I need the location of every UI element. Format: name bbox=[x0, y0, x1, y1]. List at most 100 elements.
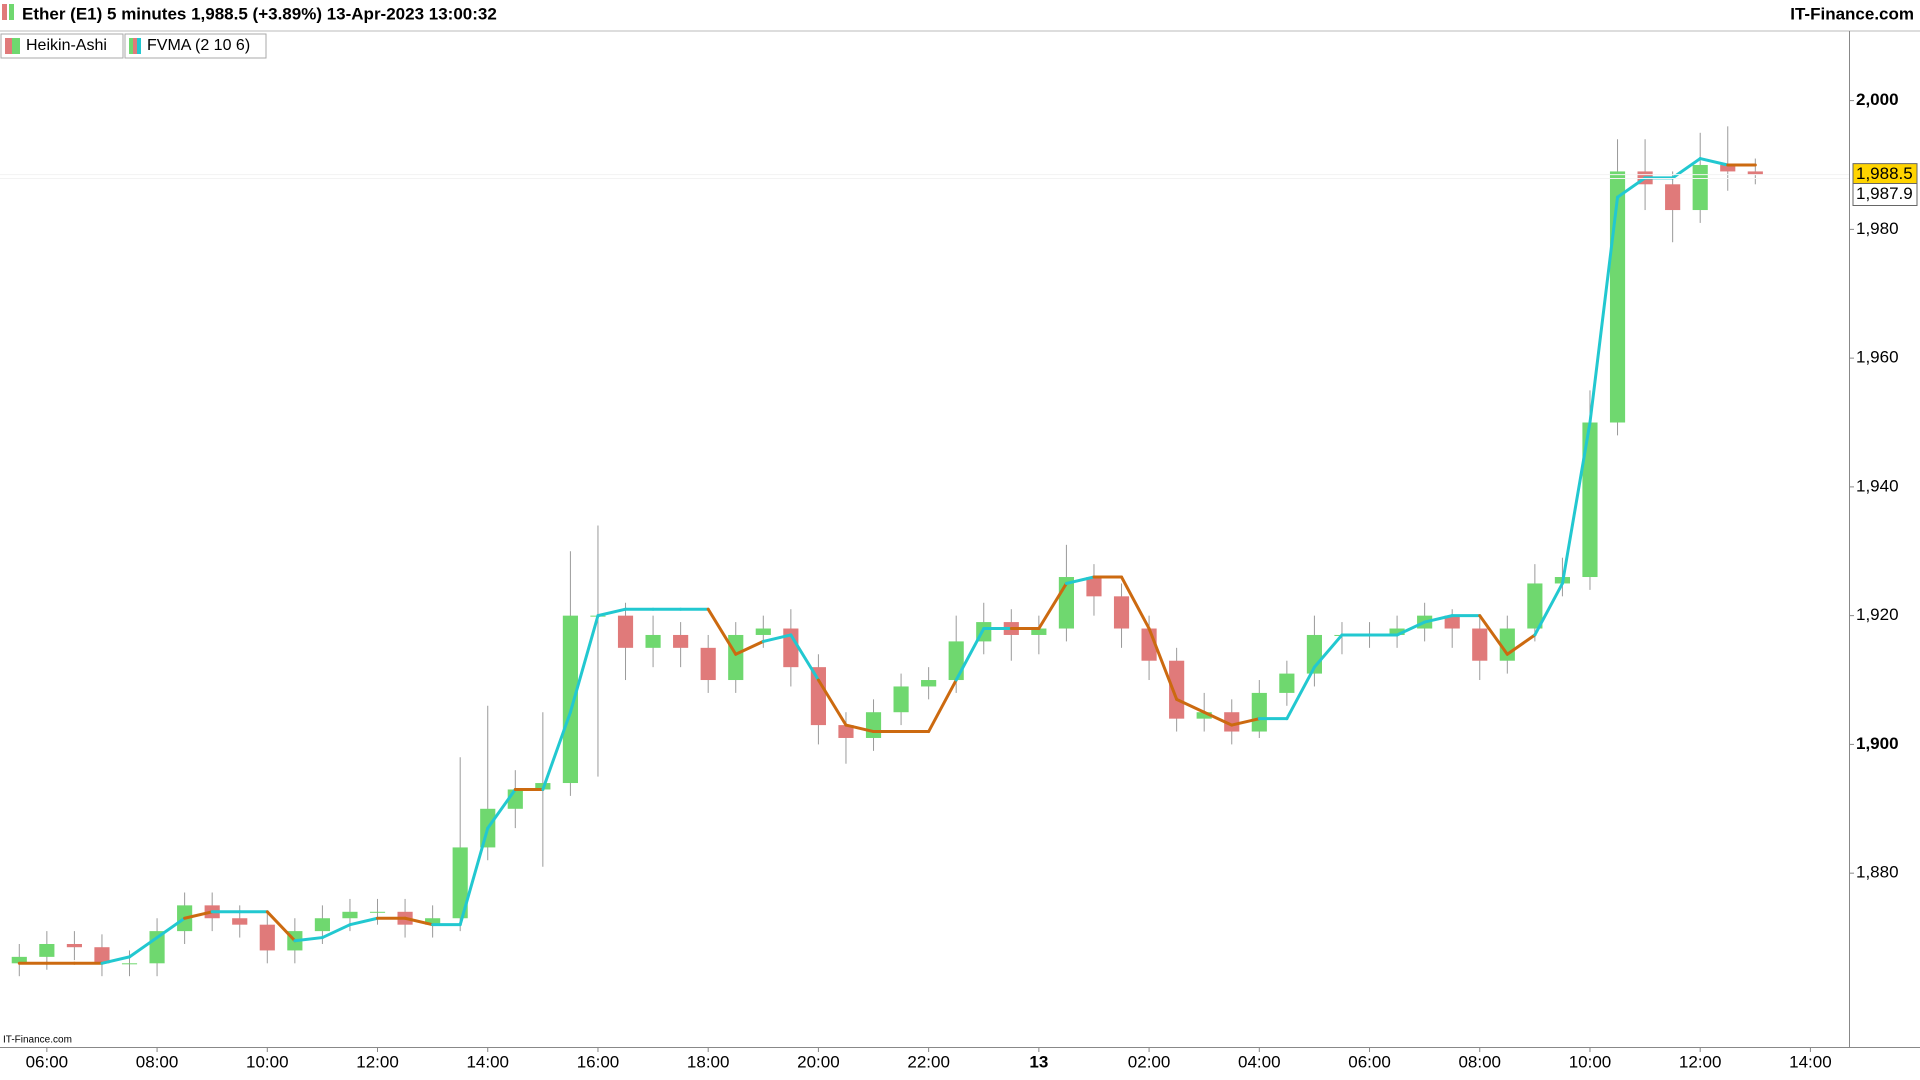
fvma-line bbox=[1533, 581, 1564, 637]
candle-body bbox=[810, 667, 826, 726]
legend-box[interactable] bbox=[124, 33, 267, 59]
fvma-line bbox=[789, 633, 820, 682]
candle-body bbox=[673, 634, 689, 648]
candle-body bbox=[1747, 171, 1763, 175]
legend-label[interactable]: Heikin-Ashi bbox=[26, 37, 107, 54]
y-tick-label: 2,000 bbox=[1856, 90, 1899, 109]
header-icon bbox=[9, 4, 14, 20]
candle-body bbox=[425, 918, 441, 925]
x-tick-label: 14:00 bbox=[1789, 1052, 1832, 1071]
candle-body bbox=[94, 947, 110, 964]
x-tick-label: 13 bbox=[1029, 1052, 1048, 1071]
x-tick-label: 16:00 bbox=[577, 1052, 620, 1071]
legend-icon bbox=[12, 38, 20, 54]
candle-body bbox=[232, 918, 248, 925]
x-tick-label: 10:00 bbox=[1569, 1052, 1612, 1071]
x-tick-label: 14:00 bbox=[466, 1052, 509, 1071]
fvma-line bbox=[100, 955, 132, 965]
fvma-line bbox=[320, 923, 352, 940]
fvma-line bbox=[816, 678, 848, 727]
fvma-line bbox=[1175, 697, 1206, 714]
header-icon bbox=[2, 4, 7, 20]
fvma-line bbox=[1037, 581, 1068, 631]
legend-icon bbox=[5, 38, 13, 54]
x-tick-label: 12:00 bbox=[1679, 1052, 1722, 1071]
fvma-line bbox=[1064, 575, 1096, 585]
legend-icon bbox=[137, 38, 141, 54]
source: IT-Finance.com bbox=[1790, 4, 1914, 23]
candle-body bbox=[700, 647, 716, 681]
fvma-line bbox=[348, 916, 380, 927]
candle-body bbox=[452, 847, 468, 919]
price-label: 1,988.5 bbox=[1856, 164, 1913, 183]
candle-body bbox=[948, 641, 964, 681]
fvma-line bbox=[1698, 157, 1730, 167]
y-tick-label: 1,940 bbox=[1856, 476, 1899, 495]
candle-body bbox=[1196, 712, 1212, 719]
price-label-box bbox=[1852, 183, 1918, 207]
legend-icon bbox=[129, 38, 133, 54]
fvma-line bbox=[293, 936, 324, 943]
candle-body bbox=[342, 911, 358, 919]
candle-body bbox=[66, 943, 82, 948]
fvma-line bbox=[927, 678, 958, 734]
fvma-line bbox=[1395, 620, 1427, 637]
fvma-line bbox=[486, 787, 517, 830]
fvma-line bbox=[1505, 633, 1537, 656]
candle-body bbox=[921, 680, 937, 687]
x-tick-label: 08:00 bbox=[1458, 1052, 1501, 1071]
fvma-line bbox=[458, 826, 490, 927]
candle-body bbox=[39, 943, 55, 957]
fvma-line bbox=[183, 910, 214, 920]
y-tick-label: 1,900 bbox=[1856, 734, 1899, 753]
watermark: IT-Finance.com bbox=[3, 1035, 72, 1046]
candle-body bbox=[1582, 422, 1598, 578]
x-tick-label: 06:00 bbox=[1348, 1052, 1391, 1071]
legend-label[interactable]: FVMA (2 10 6) bbox=[147, 37, 250, 54]
fvma-line bbox=[568, 614, 600, 714]
fvma-line bbox=[541, 710, 572, 791]
legend-box[interactable] bbox=[0, 33, 124, 59]
fvma-line bbox=[1147, 627, 1179, 701]
fvma-line bbox=[1616, 176, 1647, 199]
price-label: 1,987.9 bbox=[1856, 184, 1913, 203]
x-tick-label: 08:00 bbox=[136, 1052, 179, 1071]
candle-body bbox=[1444, 615, 1460, 629]
fvma-line bbox=[265, 910, 297, 943]
fvma-line bbox=[706, 607, 738, 656]
candle-body bbox=[1224, 712, 1240, 732]
candle-body bbox=[121, 963, 138, 965]
candle-body bbox=[562, 615, 578, 784]
fvma-line bbox=[1588, 195, 1620, 425]
fvma-line bbox=[1423, 614, 1454, 624]
candle-body bbox=[1389, 628, 1405, 635]
candle-body bbox=[783, 628, 799, 668]
candle-body bbox=[728, 634, 744, 681]
legend-icon bbox=[133, 38, 137, 54]
candle-body bbox=[838, 725, 854, 738]
candle-body bbox=[1692, 164, 1708, 211]
candle-body bbox=[1720, 164, 1736, 172]
candle-body bbox=[314, 918, 330, 932]
chart-title: Ether (E1) 5 minutes 1,988.5 (+3.89%) 13… bbox=[22, 4, 497, 23]
fvma-line bbox=[761, 633, 793, 643]
x-tick-label: 22:00 bbox=[907, 1052, 950, 1071]
x-tick-label: 10:00 bbox=[246, 1052, 289, 1071]
x-tick-label: 18:00 bbox=[687, 1052, 730, 1071]
candle-body bbox=[1086, 577, 1102, 597]
y-tick-label: 1,980 bbox=[1856, 219, 1899, 238]
candle-body bbox=[1251, 692, 1267, 732]
candle-body bbox=[645, 634, 661, 648]
candle-body bbox=[1113, 596, 1130, 629]
fvma-line bbox=[596, 607, 628, 618]
y-tick-label: 1,960 bbox=[1856, 348, 1899, 367]
candle-body bbox=[617, 615, 634, 648]
fvma-line bbox=[734, 639, 765, 656]
y-tick-label: 1,880 bbox=[1856, 863, 1899, 882]
fvma-line bbox=[155, 916, 187, 940]
x-tick-label: 12:00 bbox=[356, 1052, 399, 1071]
x-tick-label: 04:00 bbox=[1238, 1052, 1281, 1071]
candle-body bbox=[1527, 583, 1543, 629]
candle-body bbox=[11, 956, 27, 964]
